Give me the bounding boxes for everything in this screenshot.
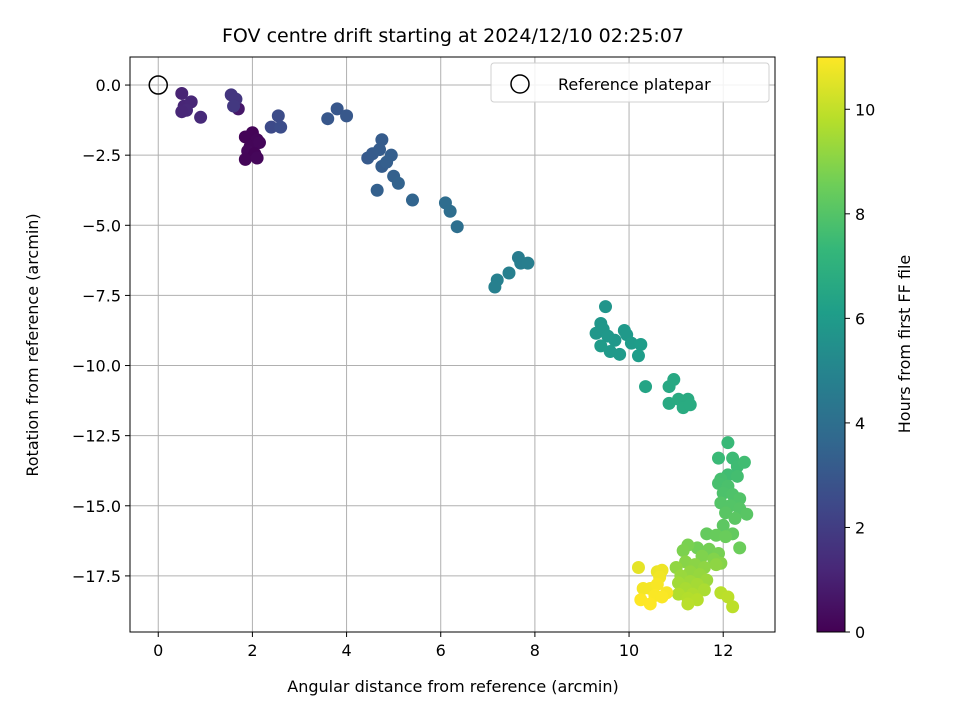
reference-platepar-marker [148,75,168,95]
colorbar-tick-label: 10 [855,100,875,119]
data-point [274,120,288,134]
data-point [655,590,669,604]
data-point [384,148,398,162]
x-axis-label: Angular distance from reference (arcmin) [287,677,618,696]
data-points [148,75,754,614]
data-point [733,492,747,506]
colorbar-gradient [816,56,846,633]
x-tick-label: 0 [153,641,163,660]
x-tick-label: 12 [713,641,733,660]
data-point [521,256,535,270]
data-point [194,110,208,124]
colorbar-tick-label: 4 [855,414,865,433]
data-point [271,109,285,123]
y-tick-label: −17.5 [72,567,121,586]
legend: Reference platepar [490,62,770,103]
data-point [321,112,335,126]
colorbar-ticks: 0 2 4 6 8 10 [845,100,875,642]
data-point [175,105,189,119]
data-point [737,455,751,469]
data-point [502,266,516,280]
data-point [676,544,690,558]
legend-marker-reference [510,74,530,94]
x-tick-label: 8 [530,641,540,660]
data-point [631,560,645,574]
data-point [443,204,457,218]
data-point [650,577,664,591]
colorbar-tick-label: 2 [855,518,865,537]
x-tick-label: 2 [247,641,257,660]
data-point [681,597,695,611]
data-point [667,373,681,387]
colorbar-tick-label: 0 [855,623,865,642]
y-axis-label: Rotation from reference (arcmin) [23,213,42,476]
y-tick-label: −10.0 [72,357,121,376]
data-point [175,86,189,100]
data-point [733,541,747,555]
data-point [340,109,354,123]
plot-frame [129,56,776,633]
data-point [721,436,735,450]
data-point [712,451,726,465]
data-point [264,120,278,134]
y-tick-label: −15.0 [72,497,121,516]
data-point [450,220,464,234]
data-point [373,143,387,157]
data-point [227,99,241,113]
y-tick-label: 0.0 [96,76,121,95]
data-point [238,152,252,166]
y-tick-label: −12.5 [72,427,121,446]
data-point [639,380,653,394]
data-point [250,151,264,165]
data-point [252,136,266,150]
data-point [488,280,502,294]
legend-frame [490,62,770,103]
data-point [740,507,754,521]
x-tick-label: 10 [619,641,639,660]
data-point [599,300,613,314]
data-point [375,133,389,147]
colorbar-label: Hours from first FF file [895,255,914,434]
x-tick-label: 6 [436,641,446,660]
data-point [643,597,657,611]
colorbar-tick-label: 6 [855,309,865,328]
data-point [405,193,419,207]
chart-title: FOV centre drift starting at 2024/12/10 … [222,25,684,47]
data-point [709,558,723,572]
y-tick-label: −2.5 [82,146,121,165]
y-tick-label: −5.0 [82,216,121,235]
data-point [634,338,648,351]
data-point [594,339,608,353]
data-point [719,530,733,544]
data-point [391,176,405,190]
data-point [730,469,744,483]
data-point [719,506,733,520]
data-point [697,583,711,597]
y-tick-label: −7.5 [82,286,121,305]
x-tick-label: 4 [341,641,351,660]
colorbar: 0 2 4 6 8 10 Hours from first FF file [816,56,914,642]
data-point [613,347,627,361]
data-point [608,333,622,347]
axes: 0 2 4 6 8 10 12 0.0 −2.5 −5.0 −7.5 −10.0 −12.5 −15.0 −… [72,56,776,660]
data-point [631,349,645,363]
data-point [721,590,735,604]
colorbar-tick-label: 8 [855,205,865,224]
legend-entry-reference-platepar: Reference platepar [558,75,711,94]
data-point [683,398,697,412]
data-point [728,511,742,525]
data-point [330,102,344,116]
data-point [726,600,740,614]
data-point [370,183,384,197]
data-point [716,518,730,532]
